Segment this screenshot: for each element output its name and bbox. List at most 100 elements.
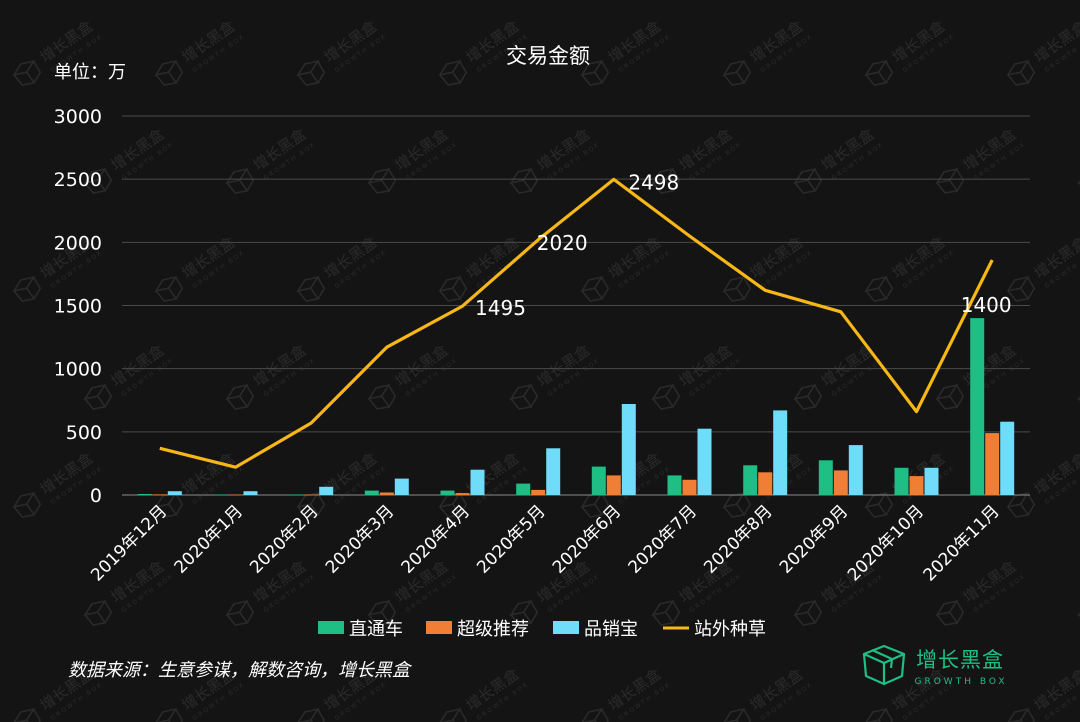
- box-icon: [862, 644, 906, 686]
- watermark-box-icon: [154, 59, 184, 86]
- bar: [152, 494, 167, 495]
- bar: [758, 472, 773, 495]
- x-axis: 2019年12月 2020年1月 2020年2月 2020年3月 2020年4月 2020…: [87, 501, 1003, 585]
- bar: [516, 483, 531, 495]
- watermark-box-icon: [367, 599, 397, 626]
- watermark-box-icon: [864, 59, 894, 86]
- watermark-box-icon: [651, 383, 681, 410]
- watermark-box-icon: [651, 167, 681, 194]
- watermark-box-icon: [935, 599, 965, 626]
- watermark-box-icon: [793, 383, 823, 410]
- watermark-box-icon: [438, 59, 468, 86]
- x-tick-label: 2020年1月: [171, 501, 247, 577]
- watermark-box-icon: [722, 59, 752, 86]
- bar: [379, 492, 394, 495]
- bar: [833, 470, 848, 495]
- watermark-box-icon: [580, 275, 610, 302]
- watermark-box-icon: [793, 599, 823, 626]
- line-series: [159, 177, 994, 469]
- bar: [970, 318, 985, 495]
- x-tick-label: 2020年8月: [700, 501, 776, 577]
- watermark-box-icon: [509, 167, 539, 194]
- bar: [924, 467, 939, 495]
- bar: [364, 490, 379, 495]
- bar: [546, 448, 561, 495]
- data-label: 2020: [537, 231, 588, 255]
- watermark-box-icon: [509, 599, 539, 626]
- y-tick-label: 1500: [54, 296, 102, 318]
- chart-title: 交易金额: [506, 44, 590, 68]
- legend-swatch: [553, 621, 579, 634]
- bar: [1000, 421, 1015, 495]
- bar: [606, 475, 621, 495]
- watermark-box-icon: [793, 167, 823, 194]
- line-path: [159, 177, 994, 469]
- source-note: 数据来源：生意参谋，解数咨询，增长黑盒: [68, 660, 413, 681]
- brand-logo: 增长黑盒 GROWTH BOX: [862, 644, 1005, 687]
- watermark-box-icon: [1006, 59, 1036, 86]
- watermark-box-icon: [1077, 599, 1080, 626]
- watermark-box-icon: [1006, 491, 1036, 518]
- data-annotations: 1495 2020 2498 1400: [475, 170, 1012, 320]
- data-label: 1400: [961, 293, 1012, 317]
- watermark-box-icon: [864, 491, 894, 518]
- watermark-box-icon: [935, 383, 965, 410]
- watermark-box-icon: [83, 383, 113, 410]
- bar: [985, 433, 1000, 495]
- watermark-box-icon: [935, 167, 965, 194]
- bar: [697, 428, 712, 495]
- watermark-box-icon: [580, 59, 610, 86]
- watermark-box-icon: [154, 275, 184, 302]
- bar: [167, 491, 182, 495]
- legend-swatch: [426, 621, 452, 634]
- watermark-box-icon: [296, 275, 326, 302]
- bar: [243, 491, 258, 495]
- bar: [394, 478, 409, 495]
- bar: [591, 466, 606, 495]
- data-label: 1495: [475, 296, 526, 320]
- watermark-box-icon: [1077, 167, 1080, 194]
- unit-label: 单位：万: [54, 62, 126, 83]
- x-tick-label: 2020年9月: [776, 501, 852, 577]
- bar: [470, 469, 485, 495]
- watermark-box-icon: [864, 707, 894, 722]
- bar: [894, 467, 909, 495]
- y-axis: 0 500 1000 1500 2000 2500 3000: [54, 106, 102, 507]
- watermark-box-icon: [438, 275, 468, 302]
- watermark-box-icon: [864, 275, 894, 302]
- bar: [455, 493, 470, 495]
- watermark-box-icon: [651, 599, 681, 626]
- watermark-box-icon: [367, 383, 397, 410]
- watermark-box-icon: [296, 491, 326, 518]
- y-tick-label: 2000: [54, 232, 102, 254]
- bar: [621, 404, 636, 495]
- x-tick-label: 2020年5月: [473, 501, 549, 577]
- data-label: 2498: [628, 170, 679, 194]
- legend: 直通车 超级推荐 品销宝 站外种草: [318, 619, 766, 640]
- watermark-box-icon: [1006, 275, 1036, 302]
- bar: [848, 445, 863, 495]
- legend-swatch: [318, 621, 344, 634]
- y-tick-label: 0: [90, 485, 102, 507]
